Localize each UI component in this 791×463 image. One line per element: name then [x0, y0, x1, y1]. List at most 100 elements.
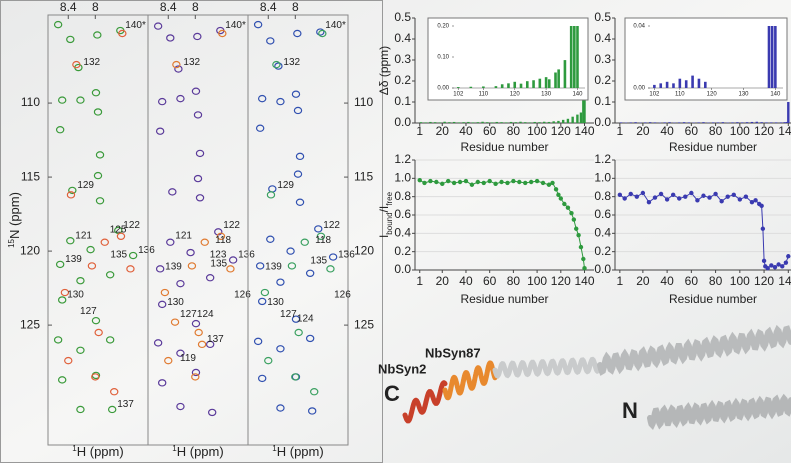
- inset-bar: [557, 69, 560, 88]
- x-tick-label: 40: [459, 124, 473, 138]
- x-tick-label: 140: [575, 124, 595, 138]
- inset-bar: [539, 79, 542, 88]
- peak-label: 127: [280, 309, 297, 320]
- y-tick-label: 0.6: [394, 207, 411, 221]
- axis-label-part: bound: [385, 212, 394, 234]
- inset-bar: [573, 26, 576, 88]
- bar: [562, 120, 564, 123]
- y-tick-label: 0.8: [394, 189, 411, 203]
- point: [683, 194, 687, 198]
- x-tick-label: 100: [730, 124, 750, 138]
- bar: [663, 122, 665, 123]
- inset-x-tick-label: 102: [649, 92, 660, 98]
- peak-label: 139: [65, 254, 82, 265]
- peak-label: 124: [197, 309, 214, 320]
- x-tick-label: 100: [527, 274, 547, 288]
- y-tick-label: 1.0: [394, 171, 411, 185]
- peak-label: 140*: [125, 20, 146, 31]
- point: [659, 192, 663, 196]
- point: [582, 266, 586, 270]
- bar: [538, 122, 540, 123]
- bar: [496, 122, 498, 123]
- peak-label: 119: [180, 353, 196, 364]
- x-tick-label: 120: [754, 124, 774, 138]
- bar: [775, 122, 777, 123]
- bar: [552, 121, 554, 123]
- x-tick-label: 40: [459, 274, 473, 288]
- y-tick-label: 0.5: [594, 10, 611, 24]
- inset-y-tick-label: 0.04: [633, 24, 645, 30]
- axis-label: 1H (ppm): [172, 444, 223, 460]
- inset-bar: [548, 79, 551, 88]
- inset-bar: [520, 84, 523, 88]
- y-tick-label: 115: [21, 169, 40, 183]
- inset-x-tick-label: 110: [675, 92, 685, 98]
- peak-label: 126: [334, 290, 351, 301]
- point: [482, 181, 486, 185]
- inset-y-tick-label: 0.20: [437, 24, 449, 30]
- point: [766, 266, 770, 270]
- inset-bar: [666, 82, 669, 88]
- y-tick-label: 0.1: [394, 94, 411, 108]
- bar: [524, 122, 526, 123]
- bar: [649, 122, 651, 123]
- point: [422, 181, 426, 185]
- bar: [712, 122, 714, 123]
- bar: [760, 122, 762, 123]
- y-tick-label: 125: [354, 317, 374, 331]
- y-tick-label: 1.2: [394, 152, 411, 166]
- peak-label: 135: [210, 258, 227, 269]
- point: [707, 195, 711, 199]
- axis-label-part: H (ppm): [77, 444, 124, 459]
- inset-bar: [482, 86, 485, 88]
- bar: [567, 119, 569, 123]
- y-tick-label: 0.4: [594, 31, 611, 45]
- point: [574, 227, 578, 231]
- inset-bar: [659, 83, 662, 88]
- bar: [787, 102, 789, 123]
- y-tick-label: 0.2: [594, 244, 611, 258]
- point: [629, 192, 633, 196]
- y-tick-label: 0.0: [394, 262, 411, 276]
- inset-bar: [653, 85, 656, 88]
- peak-label: 127: [80, 306, 97, 317]
- x-tick-label: 80: [507, 274, 521, 288]
- point: [559, 196, 563, 200]
- inset-bar: [768, 26, 771, 88]
- bar: [477, 122, 479, 123]
- point: [470, 183, 474, 187]
- x-tick-label: 60: [483, 274, 497, 288]
- peak-label: 125: [110, 224, 127, 235]
- peak-label: 121: [75, 230, 92, 241]
- bar: [420, 122, 422, 123]
- peak-label: 118: [215, 235, 231, 246]
- x-tick-label: 60: [483, 124, 497, 138]
- bar: [576, 115, 578, 123]
- peak-label: 137: [207, 334, 224, 345]
- point: [446, 179, 450, 183]
- y-tick-label: 110: [21, 95, 40, 109]
- inset-y-tick-label: 0.10: [437, 55, 449, 61]
- peak-label: 129: [277, 180, 294, 191]
- figure: NbSyn2 NbSyn87 C N 8.48110115120125140*1…: [0, 0, 791, 463]
- x-tick-label: 1: [617, 124, 624, 138]
- x-tick-label: 8.4: [160, 0, 177, 14]
- bar: [515, 122, 517, 123]
- bar: [770, 122, 772, 123]
- bar: [756, 122, 758, 123]
- point: [566, 205, 570, 209]
- axis-label-part: /I: [377, 206, 391, 213]
- peak-label: 139: [165, 261, 182, 272]
- bar: [683, 122, 685, 123]
- point: [541, 181, 545, 185]
- inset-bar: [774, 26, 777, 88]
- point: [581, 257, 585, 261]
- point: [653, 195, 657, 199]
- bar: [534, 122, 536, 123]
- y-tick-label: 120: [354, 243, 374, 257]
- y-tick-label: 0.2: [394, 73, 411, 87]
- bar: [654, 122, 656, 123]
- terminus-label: C: [384, 381, 400, 406]
- bar: [688, 122, 690, 123]
- peak-label: 135: [110, 250, 127, 261]
